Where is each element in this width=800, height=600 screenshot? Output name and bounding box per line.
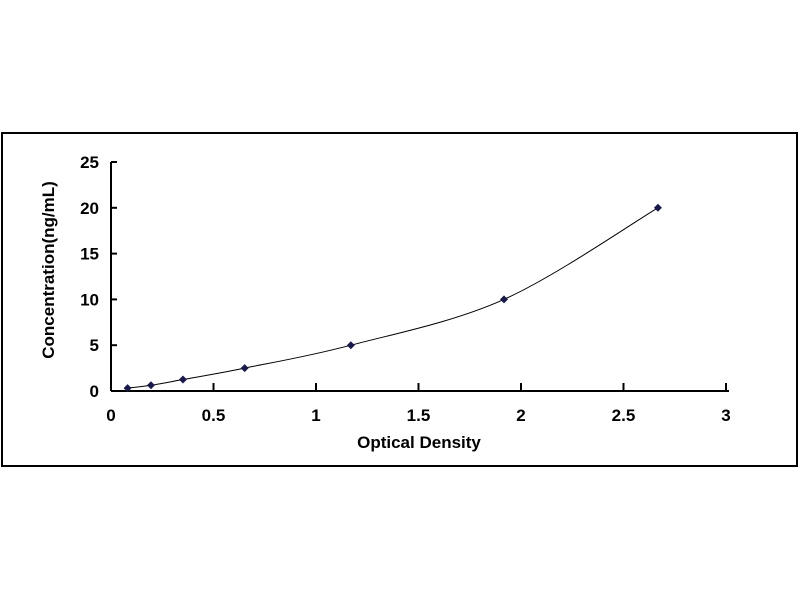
chart-frame (1, 132, 798, 467)
y-tick-label: 20 (80, 199, 99, 218)
x-tick-label: 0.5 (202, 406, 226, 425)
data-points (123, 203, 662, 393)
y-tick-label: 5 (90, 336, 99, 355)
x-tick-label: 3 (721, 406, 730, 425)
x-tick-label: 1 (311, 406, 320, 425)
x-tick-label: 0 (106, 406, 115, 425)
x-tick-label: 1.5 (407, 406, 431, 425)
tick-labels: 0 0.5 1 1.5 2 2.5 3 0 5 10 15 20 25 (80, 153, 731, 425)
fit-curve (127, 207, 659, 389)
data-point (240, 364, 249, 373)
data-point (178, 375, 187, 384)
y-tick-label: 10 (80, 290, 99, 309)
data-point (123, 384, 132, 393)
x-tick-label: 2.5 (612, 406, 636, 425)
x-tick-label: 2 (516, 406, 525, 425)
data-point (653, 203, 662, 212)
y-axis-label: Concentration(ng/mL) (39, 181, 58, 359)
data-point (146, 381, 155, 390)
x-axis-label: Optical Density (357, 433, 481, 452)
data-point (346, 341, 355, 350)
y-tick-label: 25 (80, 153, 99, 172)
axes (110, 161, 729, 392)
y-tick-label: 15 (80, 245, 99, 264)
data-point (499, 295, 508, 304)
y-tick-label: 0 (90, 382, 99, 401)
